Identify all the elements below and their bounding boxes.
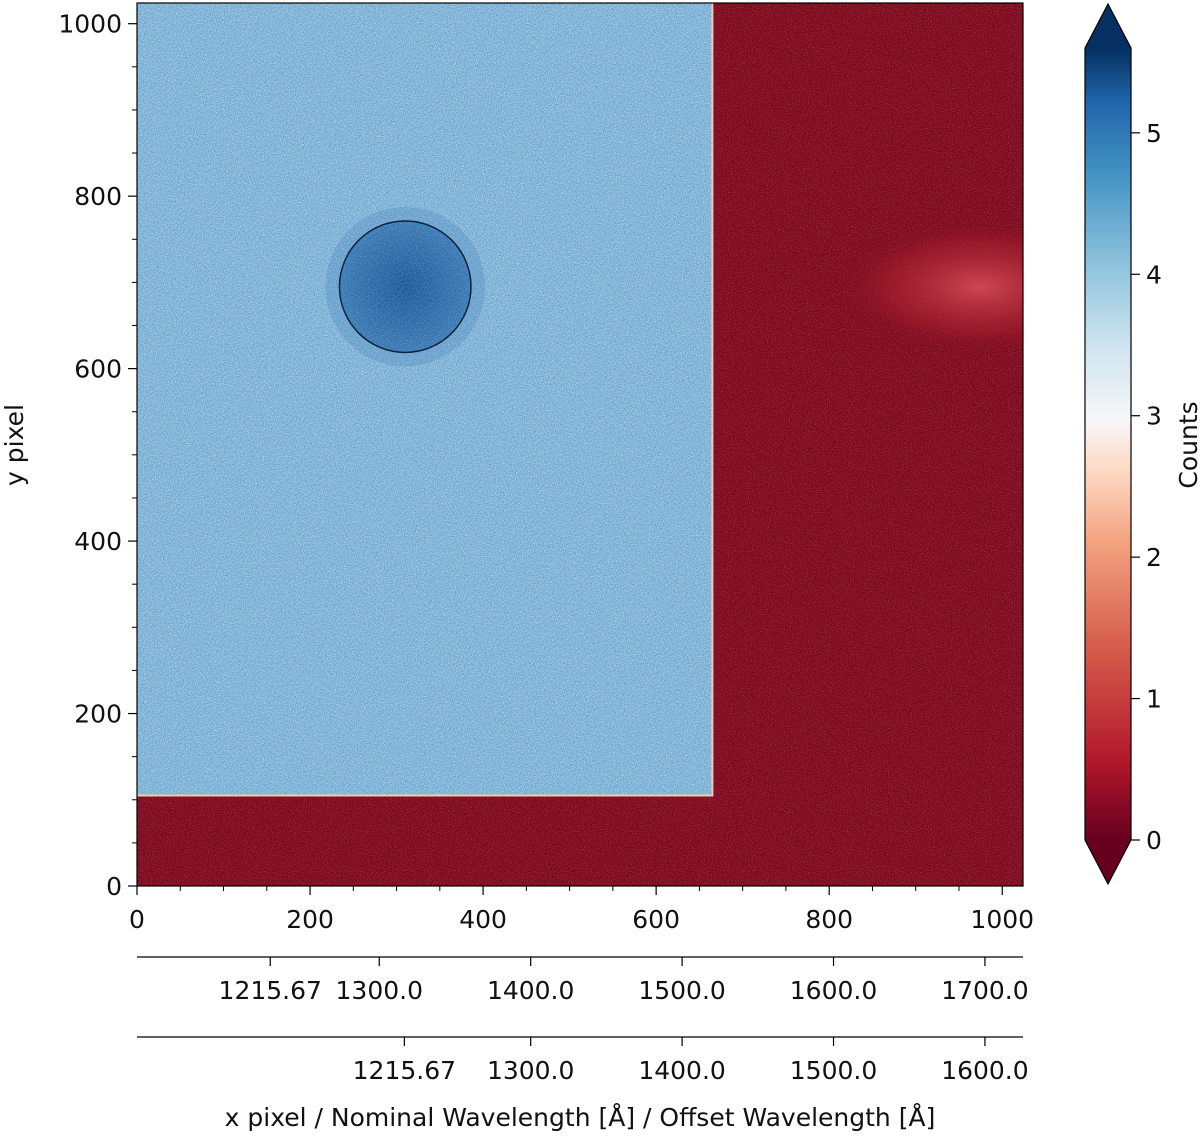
faint-emission-band [829, 222, 1023, 352]
bright-spot-outline [338, 220, 472, 354]
y-tick-label: 600 [74, 355, 122, 384]
illuminated-edge [137, 3, 714, 797]
secondary-tick-label: 1600.0 [941, 1056, 1028, 1085]
y-tick-label: 400 [74, 527, 122, 556]
secondary-tick-label: 1500.0 [638, 976, 725, 1005]
y-tick-label: 200 [74, 700, 122, 729]
colorbar-extend-min [1085, 840, 1131, 884]
x-axis-label: x pixel / Nominal Wavelength [Å] / Offse… [225, 1103, 936, 1132]
x-tick-label: 600 [632, 905, 680, 934]
colorbar-tick-label: 5 [1146, 119, 1162, 148]
secondary-tick-label: 1215.67 [353, 1056, 456, 1085]
x-tick-label: 400 [459, 905, 507, 934]
y-axis-label: y pixel [0, 404, 29, 486]
x-axis: 0 200 400 600 800 1000 [129, 886, 1034, 934]
y-tick-label: 0 [106, 872, 122, 901]
colorbar-tick-label: 3 [1146, 402, 1162, 431]
colorbar-tick-label: 0 [1146, 826, 1162, 855]
secondary-tick-label: 1215.67 [219, 976, 322, 1005]
secondary-tick-label: 1400.0 [487, 976, 574, 1005]
x-tick-label: 1000 [970, 905, 1034, 934]
plot-frame [136, 2, 1024, 887]
colorbar-tick-label: 2 [1146, 543, 1162, 572]
secondary-tick-label: 1300.0 [336, 976, 423, 1005]
heatmap [137, 3, 1023, 886]
secondary-tick-label: 1500.0 [790, 1056, 877, 1085]
colorbar: 0 1 2 3 4 5 [1084, 2, 1162, 886]
x-tick-label: 0 [129, 905, 145, 934]
secondary-tick-label: 1300.0 [487, 1056, 574, 1085]
colorbar-tick-label: 4 [1146, 260, 1162, 289]
y-tick-label: 800 [74, 182, 122, 211]
colorbar-extend-max [1085, 4, 1131, 48]
colorbar-label: Counts [1174, 401, 1200, 488]
secondary-tick-label: 1400.0 [638, 1056, 725, 1085]
y-axis: 0 200 400 600 800 1000 [58, 10, 137, 901]
secondary-tick-label: 1600.0 [790, 976, 877, 1005]
colorbar-tick-label: 1 [1146, 685, 1162, 714]
bright-spot-noise [339, 220, 471, 353]
x-tick-label: 200 [286, 905, 334, 934]
illuminated-speckle [137, 3, 713, 796]
colorbar-gradient [1085, 48, 1131, 840]
x-tick-label: 800 [805, 905, 853, 934]
secondary-tick-label: 1700.0 [941, 976, 1028, 1005]
secondary-axes: 1215.67 1300.0 1400.0 1500.0 1600.0 1700.0 121… [137, 956, 1029, 1085]
y-tick-label: 1000 [58, 10, 122, 39]
